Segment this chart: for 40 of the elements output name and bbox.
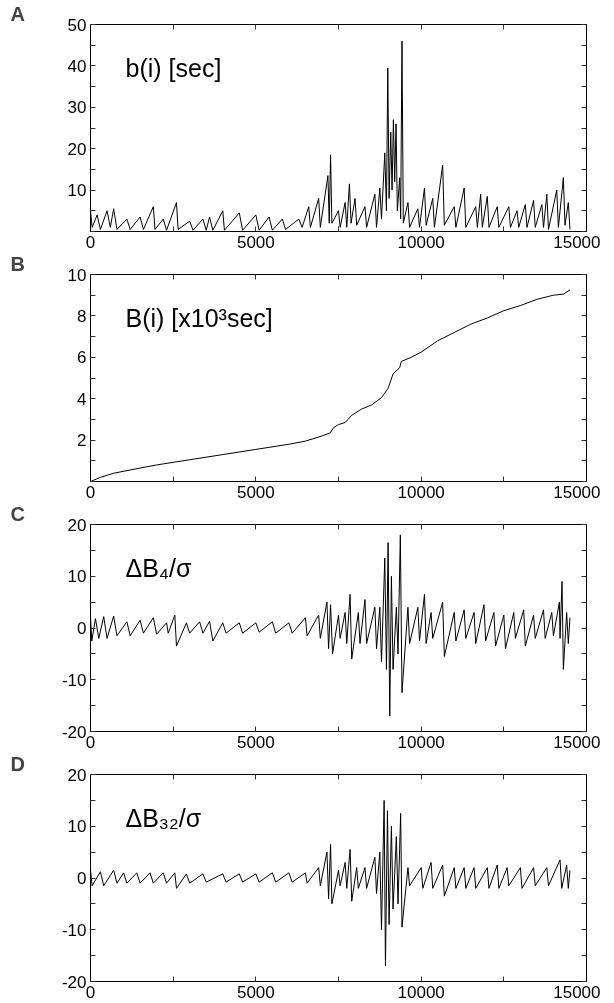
y-tick-label: 50 — [67, 15, 87, 35]
annotation: b(i) [sec] — [125, 53, 222, 82]
y-tick-label: 2 — [77, 431, 87, 451]
y-tick-label: 20 — [67, 765, 87, 785]
y-tick-label: 30 — [67, 98, 87, 118]
x-tick-label: 15000 — [553, 732, 601, 752]
chart-title: A — [10, 2, 25, 25]
y-tick-label: 0 — [77, 869, 87, 888]
x-tick-label: 5000 — [236, 232, 275, 252]
y-tick-label: 10 — [67, 181, 87, 201]
y-tick-label: -10 — [61, 920, 87, 940]
annotation: B(i) [x10³sec] — [125, 303, 273, 332]
y-tick-label: 10 — [67, 817, 87, 837]
y-tick-label: -20 — [61, 972, 87, 992]
y-tick-label: 6 — [77, 348, 87, 368]
x-tick-label: 10000 — [397, 982, 445, 1002]
annotation: ΔB₃₂/σ — [125, 803, 202, 832]
y-tick-label: 20 — [67, 515, 87, 535]
x-tick-label: 10000 — [397, 732, 445, 752]
chart-title: D — [10, 752, 25, 775]
y-tick-label: 8 — [77, 306, 87, 326]
x-tick-label: 10000 — [397, 232, 445, 252]
x-tick-label: 10000 — [397, 482, 445, 502]
y-tick-label: 4 — [77, 389, 87, 409]
y-tick-label: -20 — [61, 722, 87, 742]
x-tick-label: 15000 — [553, 482, 601, 502]
x-tick-label: 15000 — [553, 232, 601, 252]
y-tick-label: 0 — [77, 619, 87, 638]
y-tick-label: 40 — [67, 56, 87, 76]
annotation: ΔB₄/σ — [125, 553, 193, 582]
x-tick-label: 5000 — [236, 982, 275, 1002]
y-tick-label: 10 — [67, 265, 87, 285]
x-tick-label: 15000 — [553, 982, 601, 1002]
chart-title: C — [10, 502, 25, 525]
x-tick-label: 5000 — [236, 482, 275, 502]
y-tick-label: 20 — [67, 139, 87, 159]
chart-title: B — [10, 252, 25, 275]
y-tick-label: -10 — [61, 670, 87, 690]
y-tick-label: 10 — [67, 567, 87, 587]
x-tick-label: 5000 — [236, 732, 275, 752]
